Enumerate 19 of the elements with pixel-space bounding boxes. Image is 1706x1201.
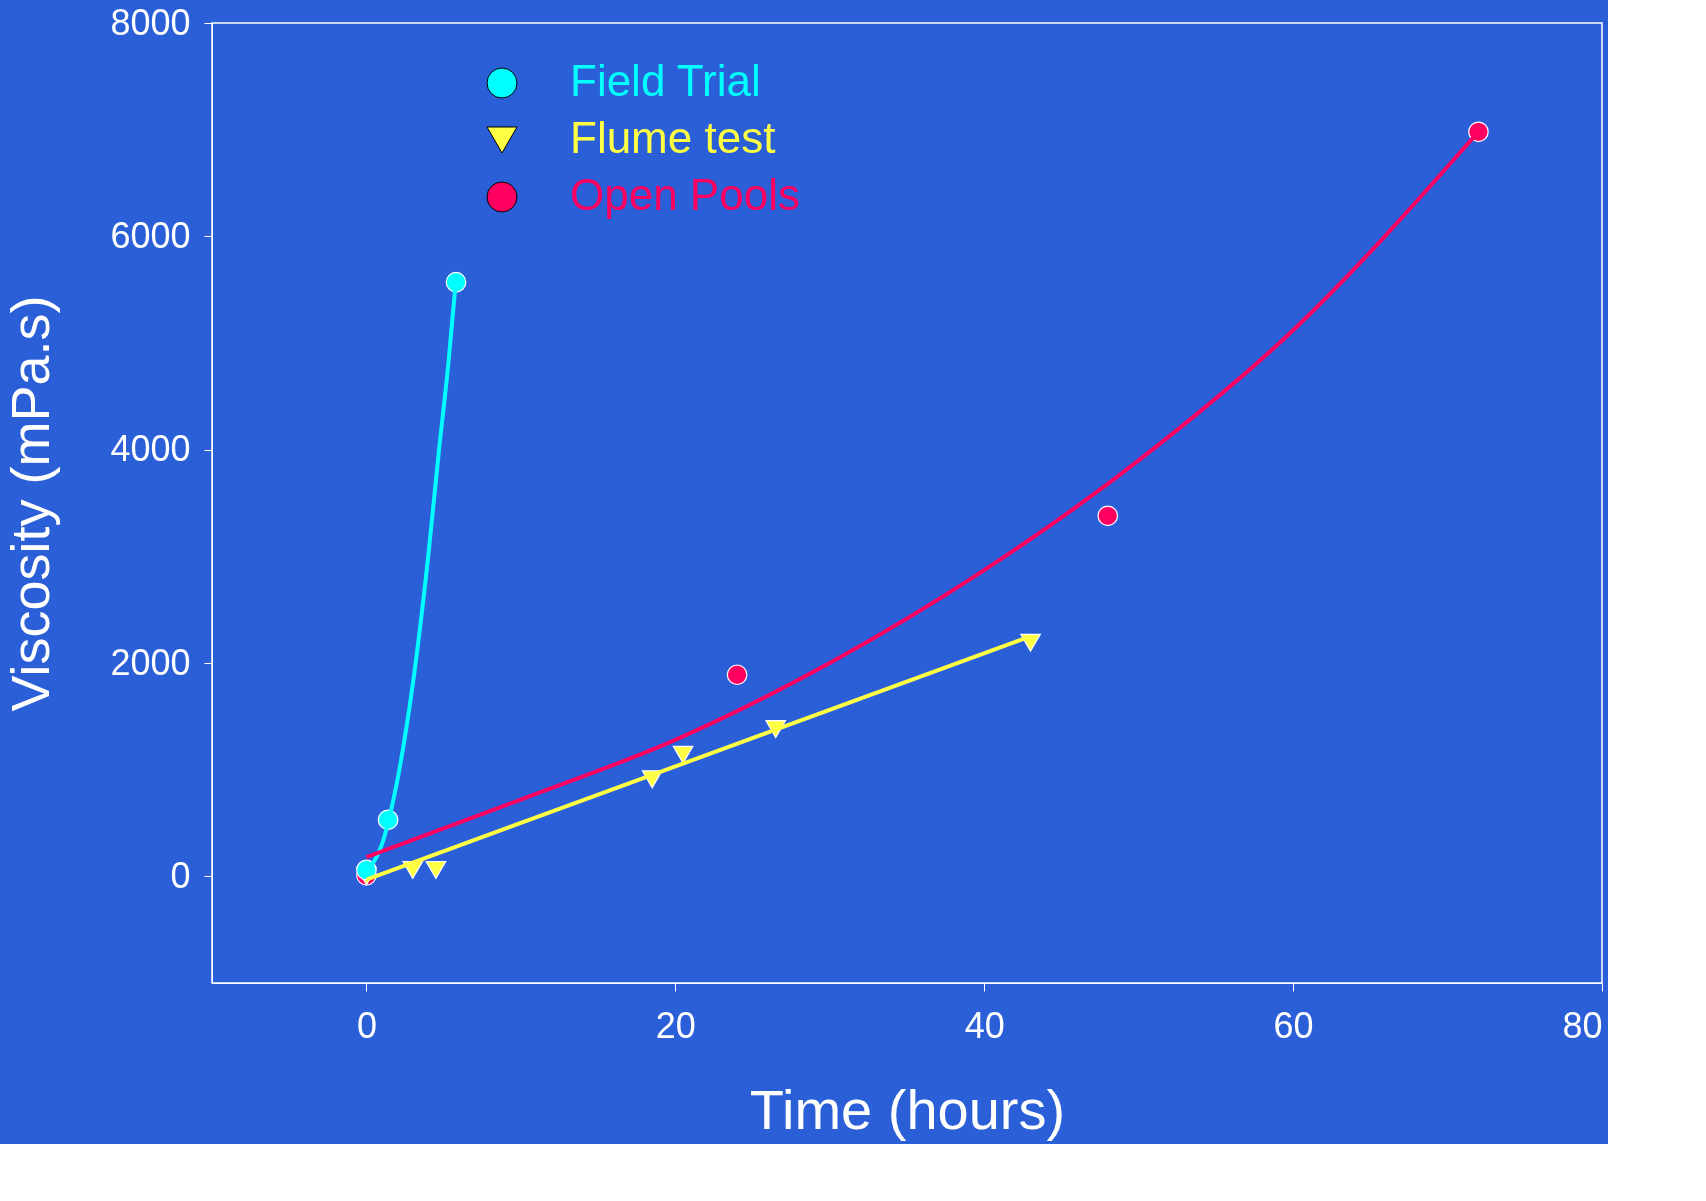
point bbox=[726, 664, 748, 686]
x-tick-label: 0 bbox=[356, 1004, 377, 1046]
legend-label: Flume test bbox=[570, 113, 776, 162]
x-tick-label: 40 bbox=[964, 1004, 1005, 1046]
y-axis-title: Viscosity (mPa.s) bbox=[0, 295, 61, 712]
x-tick-label: 20 bbox=[655, 1004, 696, 1046]
x-tick-label: 60 bbox=[1273, 1004, 1314, 1046]
point bbox=[1097, 505, 1119, 527]
point bbox=[672, 745, 694, 764]
y-tick-label: 2000 bbox=[110, 641, 191, 683]
legend-label: Field Trial bbox=[570, 56, 761, 105]
y-tick-label: 8000 bbox=[110, 1, 191, 43]
y-tick-label: 6000 bbox=[110, 214, 191, 256]
y-tick-label: 4000 bbox=[110, 428, 191, 470]
point bbox=[425, 860, 447, 879]
legend-label: Open Pools bbox=[570, 170, 800, 219]
x-axis-title: Time (hours) bbox=[749, 1077, 1066, 1141]
y-tick-label: 0 bbox=[170, 854, 191, 896]
x-tick-label: 80 bbox=[1562, 1004, 1603, 1046]
